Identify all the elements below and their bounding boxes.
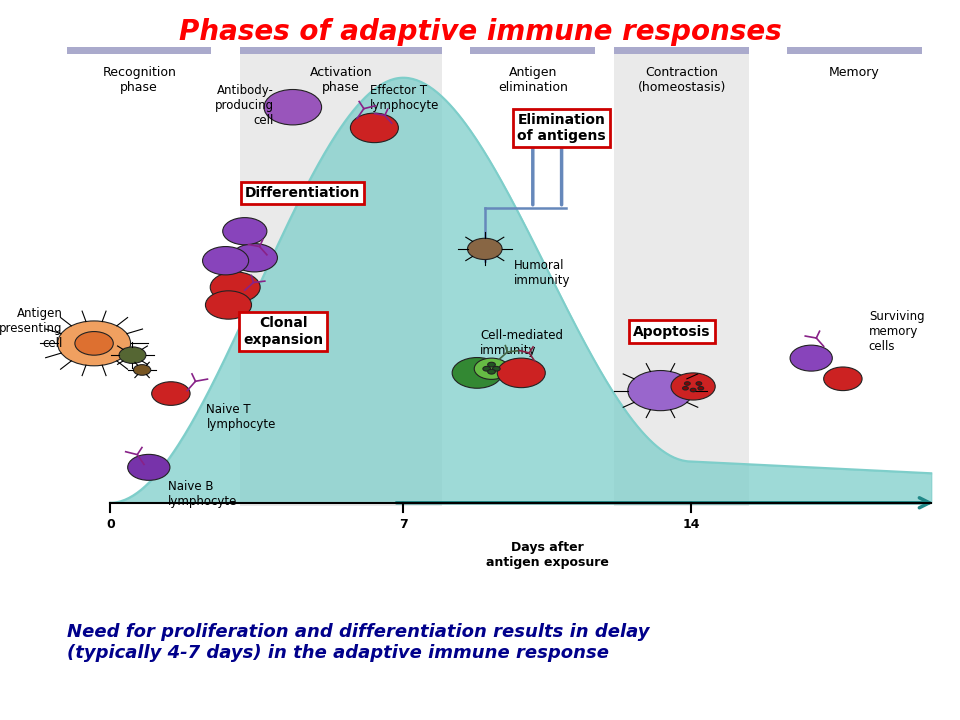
Bar: [787, 47, 922, 54]
Circle shape: [128, 454, 170, 480]
Circle shape: [683, 387, 688, 390]
Text: Antibody-
producing
cell: Antibody- producing cell: [214, 84, 274, 127]
Circle shape: [152, 382, 190, 405]
Text: Activation
phase: Activation phase: [309, 66, 372, 94]
Bar: [470, 47, 595, 54]
Text: Antigen
elimination: Antigen elimination: [498, 66, 567, 94]
Circle shape: [210, 272, 260, 302]
Text: Differentiation: Differentiation: [245, 186, 360, 200]
Circle shape: [696, 382, 702, 385]
Text: Apoptosis: Apoptosis: [634, 325, 710, 338]
Text: Effector T
lymphocyte: Effector T lymphocyte: [370, 84, 439, 112]
Circle shape: [452, 358, 502, 388]
Circle shape: [119, 347, 146, 364]
Bar: [67, 47, 211, 54]
Bar: [240, 47, 442, 54]
Text: Antigen
presenting
cell: Antigen presenting cell: [0, 307, 62, 350]
Bar: [614, 51, 749, 505]
Circle shape: [698, 387, 704, 390]
Text: 14: 14: [683, 518, 700, 531]
Circle shape: [497, 358, 545, 387]
Circle shape: [488, 362, 495, 367]
Circle shape: [58, 321, 131, 366]
Bar: [614, 47, 749, 54]
Circle shape: [133, 364, 151, 375]
Circle shape: [223, 217, 267, 245]
Bar: [240, 51, 442, 505]
Circle shape: [264, 89, 322, 125]
Text: Surviving
memory
cells: Surviving memory cells: [869, 310, 924, 353]
Circle shape: [492, 366, 500, 371]
Circle shape: [483, 366, 491, 371]
Text: Elimination
of antigens: Elimination of antigens: [517, 113, 606, 143]
Text: Need for proliferation and differentiation results in delay
(typically 4-7 days): Need for proliferation and differentiati…: [67, 623, 650, 662]
Text: 7: 7: [398, 518, 408, 531]
Circle shape: [231, 243, 277, 272]
Circle shape: [468, 238, 502, 259]
Text: Days after
antigen exposure: Days after antigen exposure: [486, 541, 609, 569]
Circle shape: [203, 246, 249, 275]
Circle shape: [790, 345, 832, 371]
Text: Naive T
lymphocyte: Naive T lymphocyte: [206, 403, 276, 431]
Text: Memory: Memory: [829, 66, 879, 79]
Text: Humoral
immunity: Humoral immunity: [514, 258, 570, 287]
Circle shape: [824, 367, 862, 390]
Text: Recognition
phase: Recognition phase: [103, 66, 176, 94]
Text: Phases of adaptive immune responses: Phases of adaptive immune responses: [179, 18, 781, 46]
Circle shape: [488, 369, 495, 374]
Circle shape: [671, 373, 715, 400]
Circle shape: [474, 358, 509, 379]
Text: Contraction
(homeostasis): Contraction (homeostasis): [637, 66, 726, 94]
Circle shape: [684, 382, 690, 385]
Text: 0: 0: [106, 518, 115, 531]
Text: Naive B
lymphocyte: Naive B lymphocyte: [168, 480, 237, 508]
Circle shape: [350, 113, 398, 143]
Circle shape: [628, 371, 693, 410]
Circle shape: [205, 291, 252, 319]
Text: Cell-mediated
immunity: Cell-mediated immunity: [480, 329, 563, 357]
Circle shape: [690, 388, 696, 392]
Circle shape: [75, 331, 113, 355]
Text: Clonal
expansion: Clonal expansion: [243, 317, 324, 346]
